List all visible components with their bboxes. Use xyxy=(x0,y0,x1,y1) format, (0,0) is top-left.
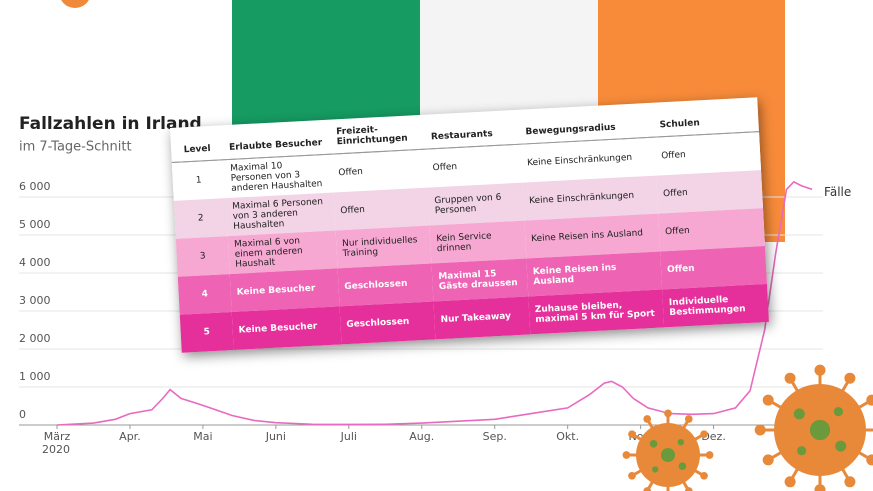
table-cell: 1 xyxy=(195,175,202,186)
virus-knob xyxy=(705,451,714,459)
virus-knob xyxy=(844,372,856,384)
table-cell: Maximal 15 Gäste draussen xyxy=(438,269,518,293)
x-tick-label: Okt. xyxy=(556,430,579,443)
virus-knob xyxy=(643,415,652,423)
virus-knob xyxy=(784,372,796,384)
virus-knob xyxy=(628,471,636,480)
table-cell: Offen xyxy=(662,188,688,200)
rules-table: Level Erlaubte Besucher Freizeit-Einrichtu… xyxy=(170,97,769,353)
table-cell: Maximal 6 Personen von 3 anderen Haushal… xyxy=(231,197,324,232)
header-cell: Restaurants xyxy=(423,109,521,150)
virus-knob xyxy=(622,451,631,459)
virus-spot xyxy=(649,439,658,448)
table-cell: Nur individuelles Training xyxy=(341,235,418,260)
header-cell: Freizeit-Einrichtungen xyxy=(329,114,426,155)
y-tick-label: 6 000 xyxy=(19,180,51,193)
y-tick-label: 4 000 xyxy=(19,256,51,269)
table-cell: Offen xyxy=(432,162,458,174)
table-cell: Maximal 10 Personen von 3 anderen Hausha… xyxy=(229,161,323,194)
table: Level Erlaubte Besucher Freizeit-Einrichtu… xyxy=(170,97,769,353)
y-tick-label: 3 000 xyxy=(19,294,51,307)
flag-green xyxy=(232,0,420,138)
y-tick-label: 0 xyxy=(19,408,26,421)
virus-knob xyxy=(754,424,766,436)
table-cell: Nur Takeaway xyxy=(440,311,512,326)
chart-subtitle: im 7-Tage-Schnitt xyxy=(19,140,132,155)
virus-spot xyxy=(793,408,805,420)
virus-knob xyxy=(684,415,693,423)
table-cell: Offen xyxy=(664,225,690,238)
table-cell: Offen xyxy=(338,166,364,179)
virus-knob xyxy=(866,394,873,406)
x-tick-label: Juli xyxy=(340,430,357,443)
y-tick-label: 5 000 xyxy=(19,218,51,231)
x-tick-label: März xyxy=(44,430,71,443)
virus-spot xyxy=(678,462,687,471)
virus-knob xyxy=(664,409,672,418)
virus-knob xyxy=(814,484,826,491)
y-tick-label: 1 000 xyxy=(19,370,51,383)
x-tick-label: Juni xyxy=(265,430,286,443)
virus-knob xyxy=(762,454,774,466)
table-cell: Geschlossen xyxy=(344,278,408,293)
virus-knob xyxy=(700,430,708,439)
header-cell: Level xyxy=(170,125,224,163)
table-cell: Maximal 6 von einem anderen Haushalt xyxy=(233,236,304,270)
x-tick-label: Sep. xyxy=(483,430,507,443)
virus-spot xyxy=(835,440,847,452)
virus-knob xyxy=(866,454,873,466)
y-tick-label: 2 000 xyxy=(19,332,51,345)
virus-icons xyxy=(622,364,873,491)
table-cell: 2 xyxy=(197,213,204,224)
virus-knob xyxy=(684,487,693,491)
virus-knob xyxy=(844,476,856,488)
virus-fragment xyxy=(61,0,89,8)
x-tick-label: Apr. xyxy=(119,430,141,443)
table-cell: 5 xyxy=(203,327,211,338)
table-cell: Offen xyxy=(340,204,366,217)
virus-spot xyxy=(797,446,807,456)
table-cell: Geschlossen xyxy=(346,316,410,331)
table-cell: 3 xyxy=(199,251,206,262)
chart-title: Fallzahlen in Irland xyxy=(19,114,202,134)
table-cell: Kein Service drinnen xyxy=(436,231,492,255)
x-tick-label: Mai xyxy=(193,430,212,443)
header-cell: Schulen xyxy=(652,97,759,138)
table-cell: Keine Besucher xyxy=(236,283,316,298)
table-cell: 4 xyxy=(201,289,209,300)
line xyxy=(56,180,813,426)
table-cell: Zuhause bleiben, maximal 5 km für Sport xyxy=(534,300,656,326)
virus-spot xyxy=(809,419,831,441)
virus-knob xyxy=(628,430,636,439)
table-cell: Offen xyxy=(666,263,695,276)
virus-knob xyxy=(762,394,774,406)
virus-knob xyxy=(643,487,652,491)
virus-spot xyxy=(833,407,844,417)
table-cell: Offen xyxy=(660,150,686,162)
table-cell: Keine Besucher xyxy=(238,321,318,336)
virus-spot xyxy=(660,447,676,463)
table-cell: Individuelle Bestimmungen xyxy=(668,295,746,319)
virus-spot xyxy=(677,439,684,446)
x-year-label: 2020 xyxy=(42,443,70,456)
virus-knob xyxy=(700,471,708,480)
header-cell: Erlaubte Besucher xyxy=(221,119,332,160)
x-tick-label: Aug. xyxy=(409,430,434,443)
series-label: Fälle xyxy=(824,185,851,199)
virus-knob xyxy=(814,364,826,376)
virus-knob xyxy=(784,476,796,488)
table-cell: Gruppen von 6 Personen xyxy=(434,192,502,217)
virus-spot xyxy=(652,466,659,473)
